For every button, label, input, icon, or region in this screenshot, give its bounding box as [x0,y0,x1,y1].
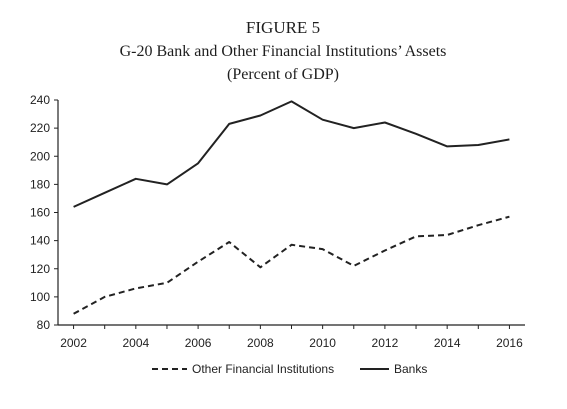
y-tick-label: 180 [30,177,50,191]
legend-label-other-financial-institutions: Other Financial Institutions [192,362,334,376]
series-line-other-financial-institutions [73,215,510,315]
x-tick-label: 2014 [434,336,461,350]
x-tick-label: 2002 [60,336,87,350]
y-tick-label: 120 [30,262,50,276]
y-tick-label: 200 [30,149,50,163]
chart-title: G-20 Bank and Other Financial Institutio… [120,43,447,60]
y-tick-label: 80 [37,318,51,332]
x-tick-label: 2010 [309,336,336,350]
x-tick-label: 2012 [372,336,399,350]
x-tick-label: 2004 [122,336,149,350]
chart-subtitle: (Percent of GDP) [227,66,339,83]
y-tick-label: 220 [30,121,50,135]
series-line-banks [73,100,510,208]
y-tick-label: 140 [30,234,50,248]
legend: Other Financial Institutions Banks [152,362,427,376]
series-layer [73,100,510,315]
x-tick-label: 2006 [185,336,212,350]
figure-label: FIGURE 5 [246,18,320,37]
legend-label-banks: Banks [394,362,427,376]
y-tick-label: 160 [30,206,50,220]
axes: 80 100 120 140 160 180 200 220 240 2002 2004 2006 20… [30,93,525,350]
x-tick-label: 2008 [247,336,274,350]
x-tick-label: 2016 [496,336,523,350]
y-tick-label: 240 [30,93,50,107]
y-tick-label: 100 [30,290,50,304]
